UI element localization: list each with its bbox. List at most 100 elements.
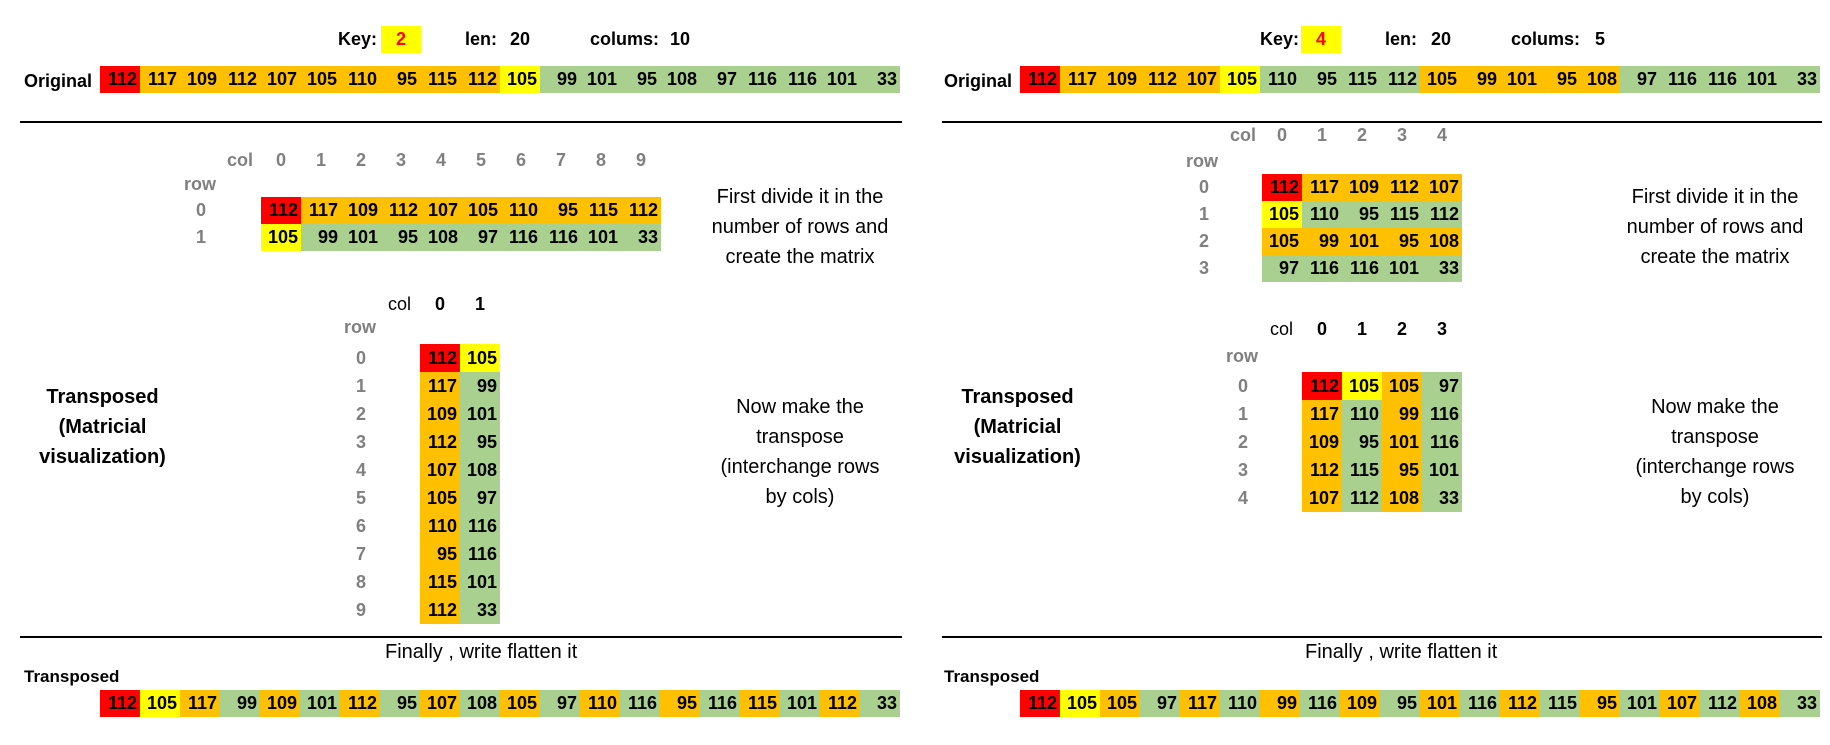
matrix-cell: 101 bbox=[1382, 255, 1422, 282]
value-cell: 109 bbox=[1340, 690, 1380, 717]
row-index: 3 bbox=[1238, 456, 1248, 484]
value-cell: 112 bbox=[100, 66, 140, 93]
matrix-cell: 101 bbox=[1382, 428, 1422, 456]
value-cell: 117 bbox=[1180, 690, 1220, 717]
matrix-cell: 95 bbox=[460, 428, 500, 456]
col-index: 9 bbox=[621, 150, 661, 171]
divide-note: First divide it in the number of rows an… bbox=[690, 182, 910, 272]
panel-key-2: Key: 2 len: 20 colums: 10 Original 112 11… bbox=[0, 0, 915, 745]
value-cell: 33 bbox=[860, 690, 900, 717]
t-col-label: col bbox=[1270, 319, 1293, 340]
columns-value: 10 bbox=[670, 29, 690, 50]
matrix-cell: 112 bbox=[1382, 174, 1422, 201]
matrix-cell: 116 bbox=[1422, 428, 1462, 456]
matrix-cell: 109 bbox=[341, 197, 381, 224]
value-cell: 105 bbox=[1220, 66, 1260, 93]
row-index: 0 bbox=[356, 344, 366, 372]
col-index: 7 bbox=[541, 150, 581, 171]
matrix-cell: 110 bbox=[1342, 400, 1382, 428]
col-index: 2 bbox=[1342, 125, 1382, 146]
columns-label: colums: bbox=[1511, 29, 1580, 50]
value-cell: 112 bbox=[220, 66, 260, 93]
matrix-cell: 101 bbox=[1342, 228, 1382, 255]
value-cell: 95 bbox=[1380, 690, 1420, 717]
matrix-cell: 109 bbox=[1342, 174, 1382, 201]
col-index: 1 bbox=[301, 150, 341, 171]
row-label: row bbox=[184, 174, 216, 195]
value-cell: 95 bbox=[1580, 690, 1620, 717]
col-index: 4 bbox=[1422, 125, 1462, 146]
matrix-cell: 105 bbox=[1342, 372, 1382, 400]
matrix-cell: 116 bbox=[1422, 400, 1462, 428]
value-cell: 110 bbox=[580, 690, 620, 717]
value-cell: 108 bbox=[460, 690, 500, 717]
matrix-cell: 108 bbox=[421, 224, 461, 251]
matrix-cell: 33 bbox=[621, 224, 661, 251]
matrix-cell: 95 bbox=[1382, 456, 1422, 484]
matrix-cell: 115 bbox=[581, 197, 621, 224]
matrix-cell: 112 bbox=[420, 344, 460, 372]
value-cell: 112 bbox=[1140, 66, 1180, 93]
t-row-label: row bbox=[344, 317, 376, 338]
value-cell: 101 bbox=[1420, 690, 1460, 717]
matrix-cell: 99 bbox=[1382, 400, 1422, 428]
value-cell: 110 bbox=[340, 66, 380, 93]
value-cell: 99 bbox=[1260, 690, 1300, 717]
divider bbox=[20, 636, 902, 638]
columns-value: 5 bbox=[1595, 29, 1605, 50]
transpose-note: Now make the transpose (interchange rows… bbox=[700, 392, 900, 512]
value-cell: 107 bbox=[1180, 66, 1220, 93]
row-index: 5 bbox=[356, 484, 366, 512]
row-index: 2 bbox=[1238, 428, 1248, 456]
row-index: 1 bbox=[196, 224, 206, 251]
matrix-cell: 105 bbox=[1262, 228, 1302, 255]
matrix-cell: 115 bbox=[1382, 201, 1422, 228]
matrix-cell: 107 bbox=[1422, 174, 1462, 201]
matrix-cell: 101 bbox=[1422, 456, 1462, 484]
matrix-cell: 99 bbox=[1302, 228, 1342, 255]
col-index: 6 bbox=[501, 150, 541, 171]
value-cell: 112 bbox=[460, 66, 500, 93]
transposed-label: Transposed bbox=[944, 667, 1039, 687]
matrix-cell: 117 bbox=[1302, 400, 1342, 428]
value-cell: 101 bbox=[1500, 66, 1540, 93]
matrix-cell: 116 bbox=[501, 224, 541, 251]
value-cell: 112 bbox=[1020, 690, 1060, 717]
value-cell: 116 bbox=[780, 66, 820, 93]
row-index: 1 bbox=[1199, 201, 1209, 228]
row-index: 2 bbox=[1199, 228, 1209, 255]
value-cell: 110 bbox=[1220, 690, 1260, 717]
len-value: 20 bbox=[1431, 29, 1451, 50]
value-cell: 108 bbox=[1740, 690, 1780, 717]
divider bbox=[942, 121, 1822, 123]
value-cell: 105 bbox=[140, 690, 180, 717]
matrix-cell: 115 bbox=[420, 568, 460, 596]
matrix-cell: 117 bbox=[420, 372, 460, 400]
col-index: 1 bbox=[460, 294, 500, 315]
col-index: 0 bbox=[420, 294, 460, 315]
key-value: 4 bbox=[1301, 26, 1341, 53]
row-index: 0 bbox=[1238, 372, 1248, 400]
value-cell: 97 bbox=[540, 690, 580, 717]
value-cell: 109 bbox=[1100, 66, 1140, 93]
value-cell: 105 bbox=[500, 690, 540, 717]
col-index: 1 bbox=[1302, 125, 1342, 146]
value-cell: 33 bbox=[1780, 66, 1820, 93]
matrix-cell: 116 bbox=[460, 540, 500, 568]
value-cell: 95 bbox=[380, 690, 420, 717]
row-index: 1 bbox=[1238, 400, 1248, 428]
value-cell: 99 bbox=[220, 690, 260, 717]
value-cell: 105 bbox=[1420, 66, 1460, 93]
value-cell: 97 bbox=[1620, 66, 1660, 93]
matrix-cell: 105 bbox=[1382, 372, 1422, 400]
columns-label: colums: bbox=[590, 29, 659, 50]
key-label: Key: bbox=[1260, 29, 1299, 50]
row-index: 3 bbox=[356, 428, 366, 456]
value-cell: 105 bbox=[1100, 690, 1140, 717]
matrix-cell: 97 bbox=[1262, 255, 1302, 282]
divide-note: First divide it in the number of rows an… bbox=[1605, 182, 1825, 272]
matrix-cell: 101 bbox=[460, 400, 500, 428]
value-cell: 108 bbox=[1580, 66, 1620, 93]
col-index: 4 bbox=[421, 150, 461, 171]
matrix-cell: 95 bbox=[1342, 428, 1382, 456]
